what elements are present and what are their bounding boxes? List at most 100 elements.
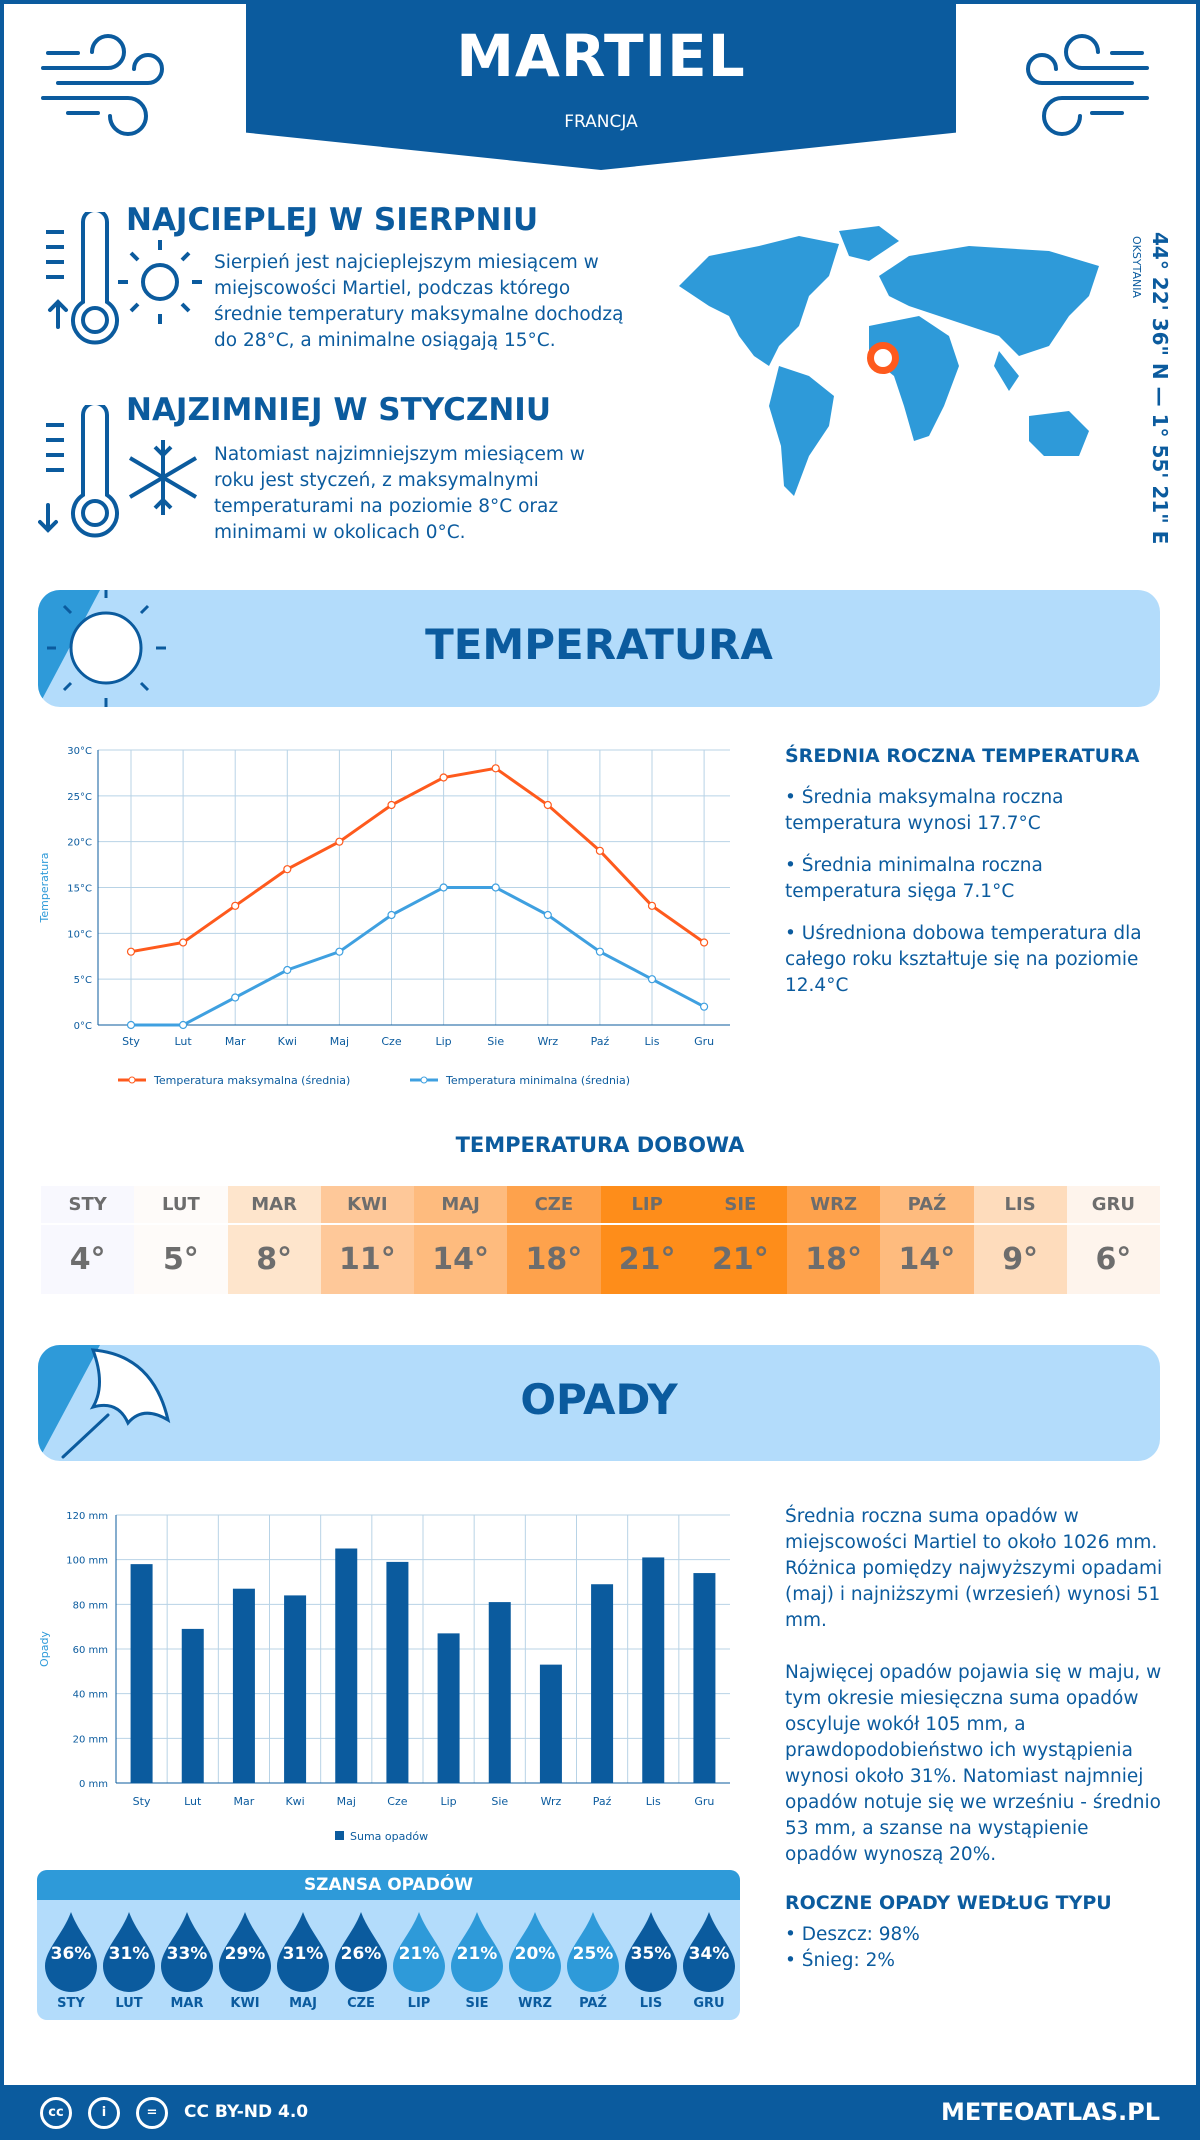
drop-percent: 34%	[688, 1944, 730, 1964]
y-tick-label: 15°C	[67, 884, 92, 895]
x-tick-label: Maj	[337, 1795, 356, 1808]
x-tick-label: Lip	[436, 1035, 452, 1048]
rain-drop: 31% MAJ	[277, 1912, 329, 2011]
drop-month: WRZ	[518, 1996, 552, 2011]
thermometer-cold-icon	[38, 405, 198, 538]
precipitation-chart: 0 mm 20 mm 40 mm 60 mm 80 mm 100 mm 120 mm Sty L…	[38, 1511, 730, 1843]
rain-drop: 35% LIS	[625, 1912, 677, 2011]
legend-label: Suma opadów	[350, 1830, 428, 1843]
x-tick-label: Sty	[133, 1795, 151, 1808]
daily-value: 11°	[320, 1224, 414, 1294]
y-tick-label: 80 mm	[73, 1600, 108, 1611]
drop-month: CZE	[347, 1996, 375, 2011]
drop-month: LUT	[115, 1996, 143, 2011]
data-point	[491, 883, 500, 892]
series-line	[131, 886, 705, 1027]
daily-value: 6°	[1066, 1224, 1160, 1294]
drop-icon	[567, 1912, 619, 1992]
daily-temperature-table: STY LUT MAR KWI MAJ CZE LIP SIE WRZ PAŹ LIS GRU 4° 5°…	[41, 1186, 1160, 1294]
data-point	[543, 910, 552, 920]
x-tick-label: Mar	[234, 1795, 255, 1808]
daily-month: WRZ	[787, 1186, 881, 1225]
y-axis-label: Temperatura	[38, 853, 51, 924]
y-tick-label: 20°C	[67, 838, 92, 849]
rain-drop: 20% WRZ	[509, 1912, 561, 2011]
x-tick-label: Wrz	[541, 1795, 562, 1808]
coordinates: 44° 22' 36" N — 1° 55' 21" E	[1148, 232, 1172, 545]
y-tick-label: 60 mm	[73, 1645, 108, 1656]
drop-percent: 31%	[108, 1944, 150, 1964]
daily-month: MAR	[227, 1186, 321, 1225]
bar	[642, 1557, 665, 1783]
drop-icon	[451, 1912, 503, 1992]
drop-icon	[335, 1912, 387, 1992]
x-tick-label: Cze	[387, 1795, 407, 1808]
no-derivatives-icon: =	[136, 2097, 168, 2129]
data-point	[647, 901, 657, 910]
daily-value: 18°	[507, 1224, 601, 1294]
series-line	[130, 766, 705, 954]
city-title: MARTIEL	[456, 22, 746, 90]
precipitation-summary: Średnia roczna suma opadów w miejscowośc…	[785, 1504, 1165, 1868]
data-point	[387, 800, 396, 810]
y-tick-label: 10°C	[67, 929, 92, 940]
x-tick-label: Sie	[491, 1795, 508, 1808]
drop-percent: 33%	[166, 1944, 208, 1964]
rain-drop: 29% KWI	[219, 1912, 271, 2011]
daily-value: 4°	[41, 1224, 135, 1294]
bar	[488, 1602, 511, 1783]
rain-drop: 25% PAŹ	[567, 1912, 619, 2011]
wind-icon	[41, 34, 164, 136]
rain-drop: 21% SIE	[451, 1912, 503, 2011]
precipitation-chance-title: SZANSA OPADÓW	[37, 1870, 740, 1900]
x-tick-label: Maj	[330, 1035, 349, 1048]
data-point	[179, 938, 188, 947]
precipitation-section-header: OPADY	[38, 1345, 1160, 1461]
drop-icon	[277, 1912, 329, 1992]
temperature-section-header: TEMPERATURA	[38, 590, 1160, 707]
x-tick-label: Lip	[440, 1795, 456, 1808]
drop-percent: 31%	[282, 1944, 324, 1964]
drop-percent: 29%	[224, 1944, 266, 1964]
y-tick-label: 25°C	[67, 792, 92, 803]
drop-month: GRU	[693, 1996, 725, 2011]
temperature-chart: 0°C 5°C 10°C 15°C 20°C 25°C 30°C Sty Lut Mar Kwi Ma…	[38, 746, 730, 1087]
precip-type-item: • Deszcz: 98%	[785, 1924, 920, 1945]
rain-drop: 33% MAR	[161, 1912, 213, 2011]
temperature-summary: ŚREDNIA ROCZNA TEMPERATURA • Średnia mak…	[785, 743, 1165, 999]
bar	[232, 1588, 255, 1783]
drop-percent: 25%	[572, 1944, 614, 1964]
x-tick-label: Gru	[694, 1795, 714, 1808]
daily-value: 18°	[787, 1224, 881, 1294]
warmest-text: Sierpień jest najcieplejszym miesiącem w…	[214, 252, 624, 351]
daily-value: 8°	[227, 1224, 321, 1294]
x-tick-label: Kwi	[285, 1795, 304, 1808]
daily-month: LIS	[973, 1186, 1067, 1225]
precipitation-title: OPADY	[520, 1375, 678, 1424]
y-tick-label: 100 mm	[66, 1556, 108, 1567]
daily-value: 21°	[600, 1224, 694, 1294]
y-tick-label: 5°C	[74, 975, 92, 986]
legend-label: Temperatura minimalna (średnia)	[445, 1074, 630, 1087]
data-point	[283, 965, 292, 975]
precip-type: ROCZNE OPADY WEDŁUG TYPU • Deszcz: 98% •…	[785, 1890, 1165, 1974]
legend-marker	[420, 1076, 428, 1084]
data-point	[335, 947, 344, 956]
x-tick-label: Paź	[593, 1795, 612, 1808]
data-point	[595, 846, 605, 855]
x-tick-label: Mar	[225, 1035, 246, 1048]
precip-text-2: Najwięcej opadów pojawia się w maju, w t…	[785, 1662, 1162, 1865]
drop-icon	[45, 1912, 97, 1992]
summary-bullet: • Średnia minimalna roczna temperatura s…	[785, 855, 1043, 902]
site-link[interactable]: METEOATLAS.PL	[940, 2098, 1160, 2126]
data-point	[439, 773, 448, 782]
data-point	[179, 1020, 188, 1030]
license-label[interactable]: CC BY-ND 4.0	[184, 2102, 309, 2122]
data-point	[439, 883, 448, 892]
drop-month: MAJ	[289, 1996, 317, 2011]
x-tick-label: Kwi	[278, 1035, 297, 1048]
wind-icon	[1026, 34, 1149, 136]
rain-drop: 31% LUT	[103, 1912, 155, 2011]
data-point	[595, 947, 605, 956]
drop-percent: 35%	[630, 1944, 672, 1964]
